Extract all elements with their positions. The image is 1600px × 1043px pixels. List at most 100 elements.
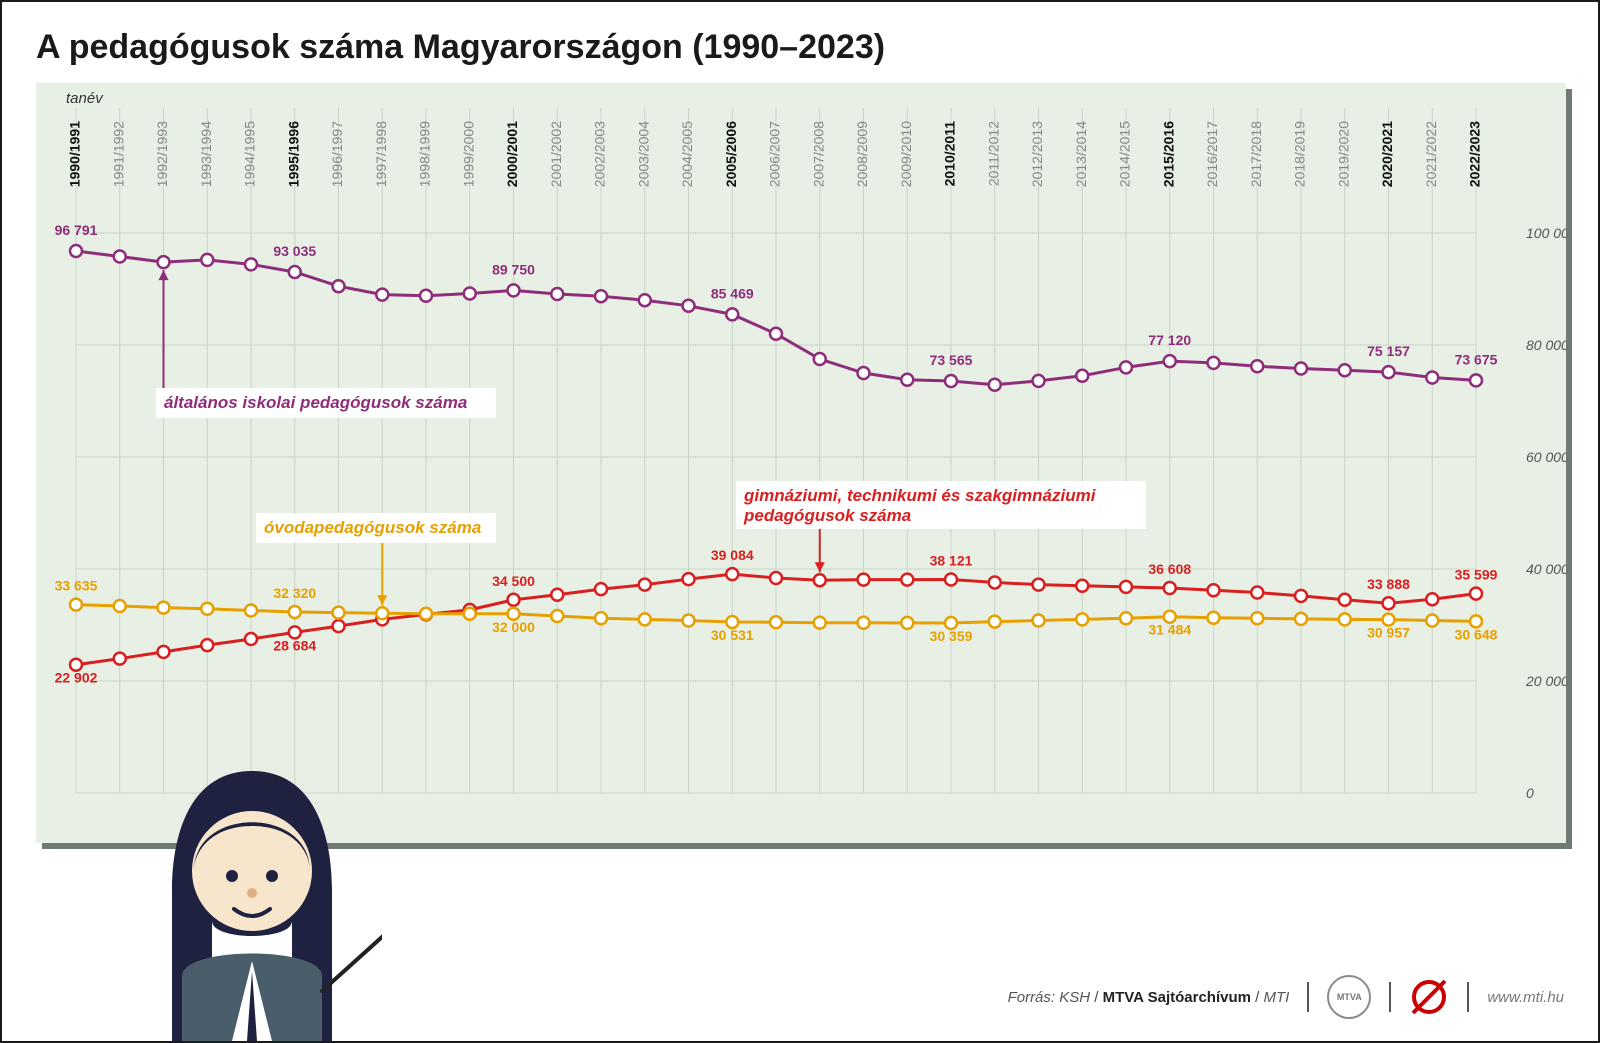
svg-text:2016/2017: 2016/2017 — [1204, 121, 1220, 187]
marker — [1470, 374, 1482, 386]
marker — [333, 620, 345, 632]
marker — [114, 600, 126, 612]
svg-text:2000/2001: 2000/2001 — [504, 121, 520, 187]
marker — [1164, 355, 1176, 367]
value-label: 28 684 — [273, 637, 316, 653]
marker — [1033, 375, 1045, 387]
svg-text:2019/2020: 2019/2020 — [1335, 121, 1351, 187]
marker — [683, 615, 695, 627]
marker — [770, 616, 782, 628]
marker — [1295, 613, 1307, 625]
divider — [1389, 982, 1391, 1012]
marker — [595, 583, 607, 595]
value-label: 39 084 — [711, 547, 754, 563]
marker — [858, 367, 870, 379]
value-label: 32 000 — [492, 619, 535, 635]
series-label: óvodapedagógusok száma — [264, 518, 481, 537]
marker — [114, 251, 126, 263]
marker — [595, 612, 607, 624]
marker — [1251, 587, 1263, 599]
marker — [464, 608, 476, 620]
marker — [1076, 613, 1088, 625]
marker — [1251, 612, 1263, 624]
marker — [1033, 579, 1045, 591]
svg-text:2008/2009: 2008/2009 — [854, 121, 870, 187]
marker — [814, 574, 826, 586]
marker — [1120, 612, 1132, 624]
marker — [201, 603, 213, 615]
value-label: 75 157 — [1367, 343, 1410, 359]
value-label: 35 599 — [1455, 567, 1498, 583]
marker — [289, 606, 301, 618]
marker — [945, 375, 957, 387]
value-label: 30 648 — [1455, 626, 1498, 642]
marker — [376, 289, 388, 301]
marker — [1208, 612, 1220, 624]
value-label: 85 469 — [711, 285, 754, 301]
marker — [726, 568, 738, 580]
mtva-logo-icon: MTVA — [1327, 975, 1371, 1019]
marker — [1164, 582, 1176, 594]
series-label: általános iskolai pedagógusok száma — [164, 393, 467, 412]
marker — [1339, 613, 1351, 625]
marker — [551, 288, 563, 300]
marker — [245, 604, 257, 616]
svg-text:2012/2013: 2012/2013 — [1029, 121, 1045, 187]
svg-text:2017/2018: 2017/2018 — [1248, 121, 1264, 187]
marker — [639, 579, 651, 591]
value-label: 31 484 — [1148, 622, 1191, 638]
svg-text:1991/1992: 1991/1992 — [110, 121, 126, 187]
svg-text:2003/2004: 2003/2004 — [635, 121, 651, 187]
marker — [376, 607, 388, 619]
value-label: 93 035 — [273, 243, 316, 259]
marker — [420, 290, 432, 302]
marker — [683, 300, 695, 312]
value-label: 33 635 — [55, 578, 98, 594]
marker — [333, 280, 345, 292]
svg-text:100 000: 100 000 — [1526, 225, 1566, 241]
teacher-illustration — [122, 741, 382, 1041]
marker — [464, 287, 476, 299]
marker — [289, 266, 301, 278]
marker — [201, 639, 213, 651]
marker — [1383, 366, 1395, 378]
marker — [508, 594, 520, 606]
value-label: 96 791 — [55, 222, 98, 238]
marker — [70, 245, 82, 257]
marker — [1339, 594, 1351, 606]
svg-text:20 000: 20 000 — [1525, 673, 1566, 689]
value-label: 36 608 — [1148, 561, 1191, 577]
marker — [989, 576, 1001, 588]
marker — [1339, 364, 1351, 376]
svg-text:tanév: tanév — [66, 90, 104, 107]
svg-text:1995/1996: 1995/1996 — [285, 121, 301, 187]
marker — [420, 608, 432, 620]
marker — [901, 617, 913, 629]
infographic-frame: A pedagógusok száma Magyarországon (1990… — [0, 0, 1600, 1043]
svg-text:1994/1995: 1994/1995 — [242, 121, 258, 187]
svg-text:2010/2011: 2010/2011 — [942, 121, 958, 187]
footer: Forrás: KSH / MTVA Sajtóarchívum / MTI M… — [1008, 975, 1564, 1019]
svg-text:2007/2008: 2007/2008 — [810, 121, 826, 187]
marker — [989, 379, 1001, 391]
line-chart: 1990/19911991/19921992/19931993/19941994… — [36, 83, 1566, 843]
value-label: 73 565 — [930, 352, 973, 368]
marker — [70, 599, 82, 611]
svg-text:1999/2000: 1999/2000 — [460, 121, 476, 187]
marker — [858, 617, 870, 629]
marker — [945, 574, 957, 586]
marker — [901, 574, 913, 586]
value-label: 89 750 — [492, 261, 535, 277]
svg-text:1990/1991: 1990/1991 — [67, 121, 83, 187]
marker — [158, 646, 170, 658]
svg-text:2009/2010: 2009/2010 — [898, 121, 914, 187]
value-label: 30 957 — [1367, 625, 1410, 641]
marker — [858, 574, 870, 586]
marker — [770, 572, 782, 584]
svg-text:1993/1994: 1993/1994 — [198, 121, 214, 187]
value-label: 73 675 — [1455, 351, 1498, 367]
marker — [508, 284, 520, 296]
svg-text:2013/2014: 2013/2014 — [1073, 121, 1089, 187]
marker — [245, 633, 257, 645]
value-label: 30 531 — [711, 627, 754, 643]
